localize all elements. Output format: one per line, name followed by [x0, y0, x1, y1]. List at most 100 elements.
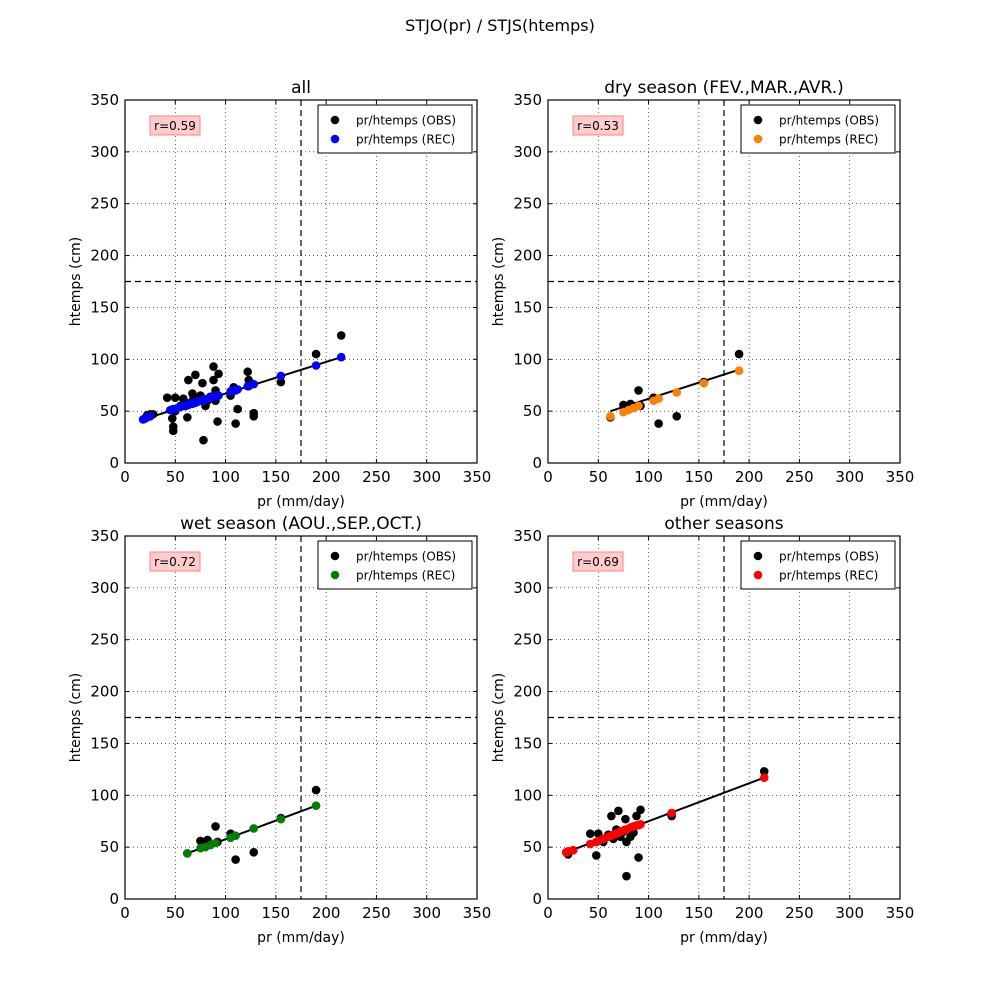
obs-point [607, 811, 616, 821]
legend-label-obs: pr/htemps (OBS) [356, 114, 456, 128]
legend-marker-rec [330, 570, 340, 580]
legend-label-obs: pr/htemps (OBS) [356, 550, 456, 564]
axes-frame [547, 99, 901, 464]
subplot-title: dry season (FEV.,MAR.,AVR.) [604, 78, 844, 98]
x-tick-label: 250 [362, 468, 391, 486]
y-tick-label: 50 [523, 402, 542, 420]
y-tick-label: 100 [90, 350, 119, 368]
obs-point [209, 362, 218, 371]
x-tick-label: 0 [120, 468, 130, 486]
y-tick-label: 150 [90, 734, 119, 752]
obs-point [170, 393, 180, 402]
rec-point [311, 361, 321, 370]
x-tick-label: 100 [211, 468, 240, 486]
x-tick-label: 250 [785, 468, 814, 486]
obs-point [191, 370, 200, 380]
figure-title: STJO(pr) / STJS(htemps) [405, 16, 595, 35]
subplot-1: 0 50 100 150 200 250 300 350 0 50 100 150 200 250 300 3… [68, 78, 491, 510]
obs-point [311, 349, 321, 359]
y-tick-label: 200 [90, 247, 119, 265]
y-tick-label: 350 [513, 91, 542, 109]
obs-point [199, 435, 208, 445]
obs-point [231, 855, 240, 864]
y-axis-label: htemps (cm) [491, 237, 507, 327]
rec-point [734, 366, 744, 375]
x-tick-label: 200 [735, 468, 764, 486]
subplot-2: 0 50 100 150 200 250 300 350 0 50 100 150 200 250 300 3… [491, 78, 914, 510]
obs-point [634, 853, 643, 862]
obs-point [621, 814, 630, 824]
correlation-box [149, 115, 201, 136]
y-tick-label: 50 [100, 402, 119, 420]
y-tick-label: 250 [90, 195, 119, 213]
axes-frame [547, 535, 901, 900]
y-tick-label: 150 [513, 298, 542, 316]
obs-point [672, 412, 682, 421]
obs-point [233, 404, 242, 414]
legend-marker-rec [753, 570, 763, 580]
x-tick-label: 50 [166, 468, 185, 486]
legend-marker-obs [330, 551, 340, 561]
x-axis-label: pr (mm/day) [680, 930, 768, 946]
y-axis-label: htemps (cm) [68, 237, 84, 327]
x-tick-label: 350 [463, 468, 492, 486]
correlation-label: r=0.59 [154, 119, 196, 133]
x-tick-label: 250 [785, 904, 814, 922]
y-tick-label: 200 [513, 247, 542, 265]
x-tick-label: 250 [362, 904, 391, 922]
axes-frame [124, 99, 478, 464]
rec-point [568, 845, 578, 855]
rec-point [336, 352, 346, 362]
x-tick-label: 200 [312, 468, 341, 486]
y-tick-label: 350 [90, 91, 119, 109]
y-tick-label: 0 [532, 890, 542, 908]
legend-label-obs: pr/htemps (OBS) [779, 550, 879, 564]
obs-point [654, 419, 663, 428]
y-tick-label: 250 [90, 631, 119, 649]
rec-point [231, 831, 240, 841]
y-tick-label: 300 [513, 143, 542, 161]
obs-point [211, 822, 220, 831]
x-tick-label: 100 [634, 904, 663, 922]
legend-marker-obs [753, 115, 763, 125]
x-tick-label: 0 [120, 904, 130, 922]
y-tick-label: 300 [90, 579, 119, 597]
x-tick-label: 0 [543, 468, 553, 486]
obs-point [214, 369, 223, 379]
rec-point [699, 378, 709, 388]
legend-label-rec: pr/htemps (REC) [779, 133, 878, 147]
obs-point [249, 412, 259, 421]
obs-point [622, 871, 631, 881]
y-axis-label: htemps (cm) [491, 673, 507, 763]
obs-point [162, 393, 172, 402]
obs-point [167, 414, 177, 423]
x-tick-label: 50 [166, 904, 185, 922]
x-tick-label: 300 [835, 904, 864, 922]
obs-point [183, 413, 192, 422]
x-axis-label: pr (mm/day) [257, 930, 345, 946]
obs-point [209, 375, 218, 385]
legend-marker-rec [330, 134, 340, 144]
y-tick-label: 0 [532, 454, 542, 472]
obs-point [311, 785, 321, 795]
subplot-title: other seasons [664, 514, 783, 534]
rec-point [276, 371, 286, 381]
obs-point [336, 331, 346, 340]
rec-point [606, 412, 615, 421]
y-tick-label: 0 [109, 890, 119, 908]
y-tick-label: 50 [100, 838, 119, 856]
obs-point [243, 367, 252, 377]
x-axis-label: pr (mm/day) [680, 494, 768, 510]
subplot-3: 0 50 100 150 200 250 300 350 0 50 100 150 200 250 300 3… [68, 514, 491, 946]
obs-point [734, 349, 744, 359]
legend-box [740, 540, 896, 590]
y-tick-label: 0 [109, 454, 119, 472]
x-tick-label: 300 [412, 904, 441, 922]
rec-point [311, 801, 321, 810]
correlation-label: r=0.53 [577, 119, 619, 133]
correlation-label: r=0.69 [577, 555, 619, 569]
x-tick-label: 100 [211, 904, 240, 922]
x-axis-label: pr (mm/day) [257, 494, 345, 510]
y-tick-label: 350 [90, 527, 119, 545]
